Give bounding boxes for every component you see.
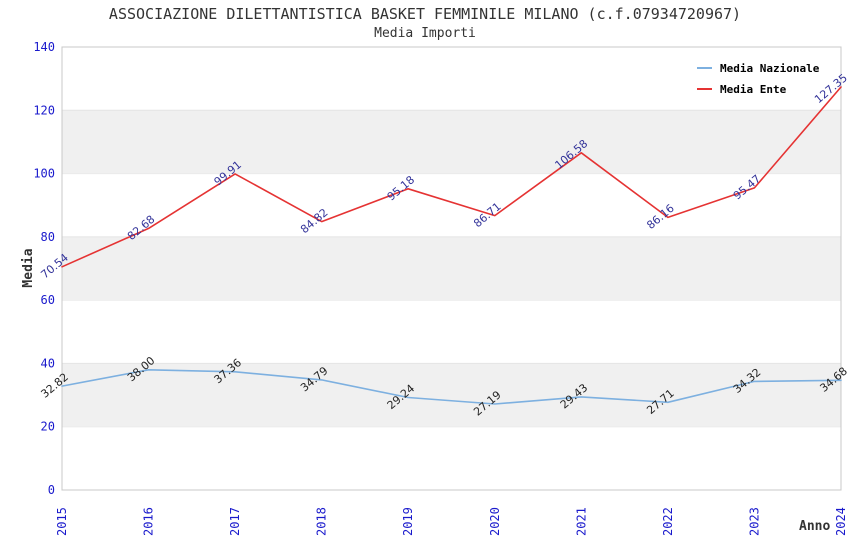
plot-band: [62, 110, 841, 174]
y-tick-label: 20: [41, 420, 55, 434]
x-axis-title: Anno: [799, 519, 831, 534]
value-label: 95.47: [731, 172, 763, 202]
x-tick-label: 2024: [834, 507, 848, 536]
value-label: 86.71: [471, 200, 503, 230]
legend-item-media-ente: Media Ente: [697, 82, 819, 96]
x-tick-label: 2022: [661, 507, 675, 536]
y-tick-label: 40: [41, 356, 55, 370]
series-line-media-nazionale: [61, 368, 842, 405]
value-label: 95.18: [385, 173, 417, 203]
chart-subtitle: Media Importi: [374, 26, 476, 41]
legend: Media Nazionale Media Ente: [697, 61, 819, 96]
plot-band: [62, 236, 841, 301]
x-tick-label: 2020: [488, 507, 502, 536]
x-tick-label: 2023: [747, 507, 761, 536]
y-tick-label: 100: [33, 167, 55, 181]
legend-label: Media Ente: [720, 82, 787, 96]
x-tick-label: 2017: [228, 507, 242, 536]
plot-band: [62, 363, 841, 427]
legend-item-media-nazionale: Media Nazionale: [697, 61, 819, 75]
y-tick-label: 0: [48, 483, 55, 497]
y-tick-label: 80: [41, 230, 55, 244]
y-tick-label: 60: [41, 293, 55, 307]
legend-line-marker: [697, 67, 712, 69]
x-tick-label: 2019: [401, 507, 415, 536]
legend-label: Media Nazionale: [720, 61, 820, 75]
y-axis-title: Media: [21, 248, 36, 288]
x-tick-label: 2015: [55, 507, 69, 536]
x-tick-label: 2016: [142, 507, 156, 536]
x-tick-label: 2018: [315, 507, 329, 536]
chart-title: ASSOCIAZIONE DILETTANTISTICA BASKET FEMM…: [108, 5, 742, 23]
series-line-media-ente: [61, 86, 842, 268]
x-tick-label: 2021: [574, 507, 588, 536]
y-tick-label: 140: [33, 40, 55, 54]
y-tick-label: 120: [33, 103, 55, 117]
legend-line-marker: [697, 88, 712, 90]
plot-border: [61, 46, 842, 491]
